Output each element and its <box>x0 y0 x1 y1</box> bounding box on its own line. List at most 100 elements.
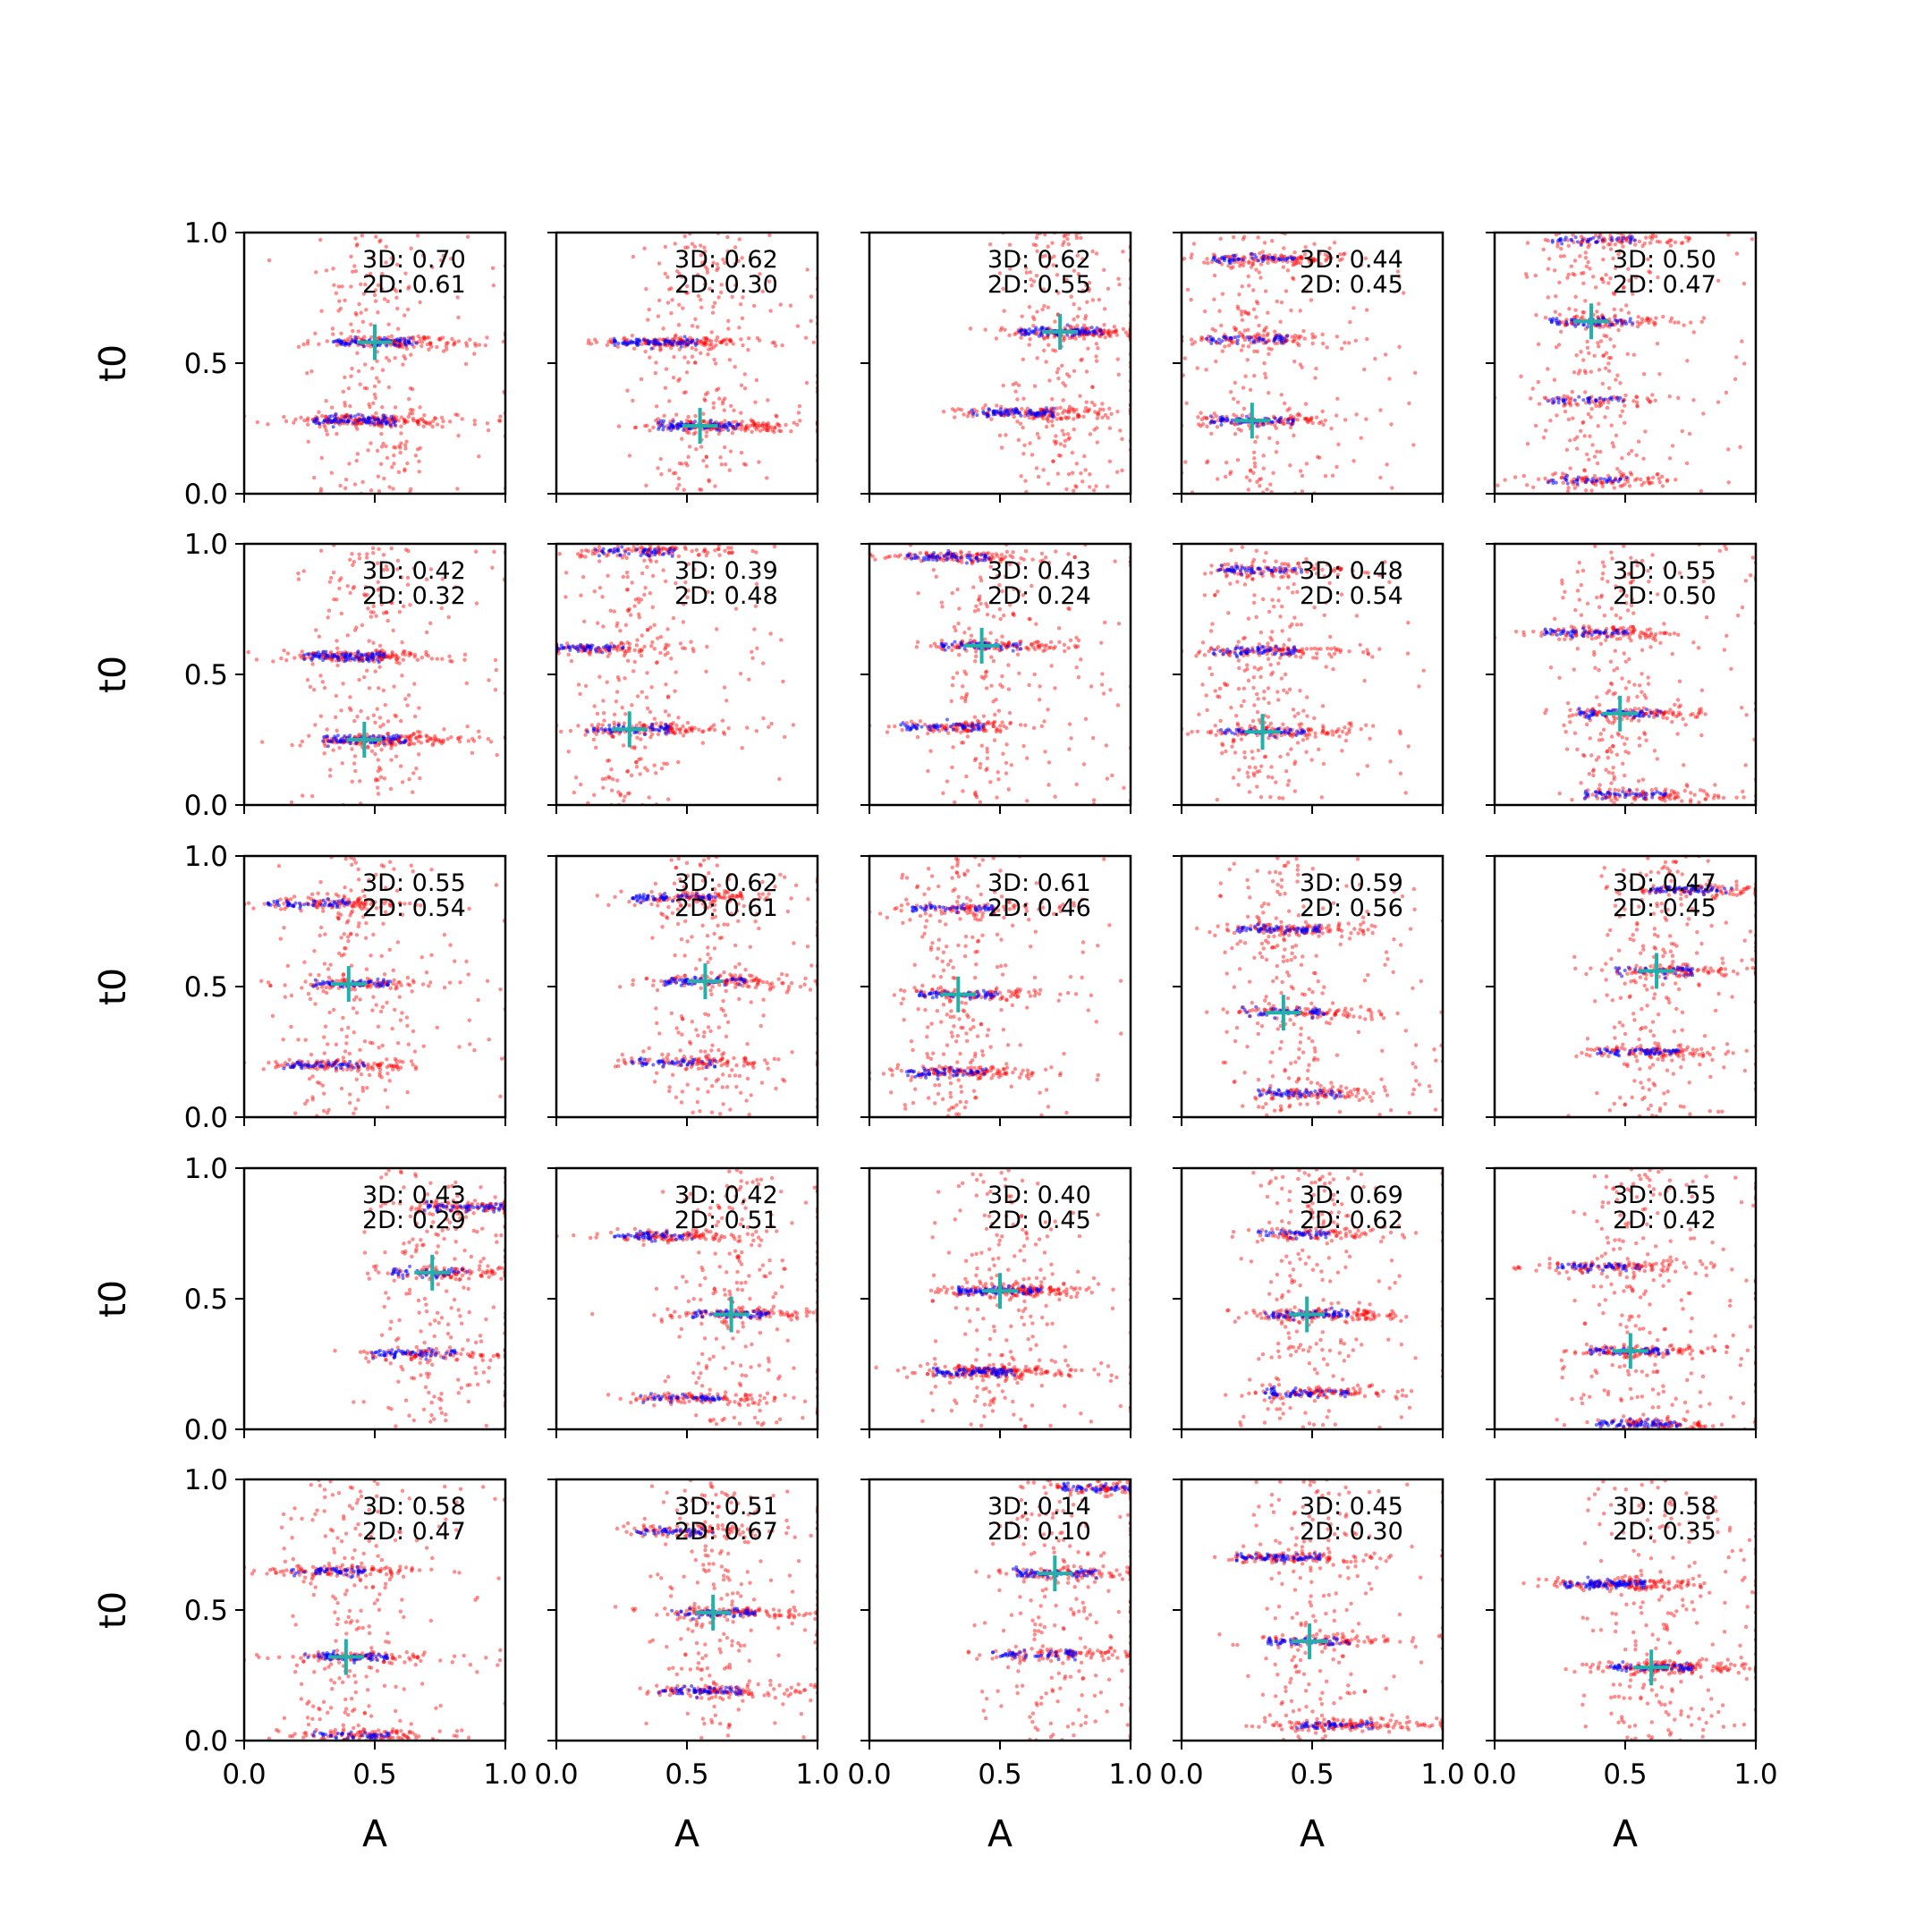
point-2d <box>1046 413 1052 418</box>
point-2d <box>407 738 411 743</box>
point-2d <box>360 233 365 238</box>
point-2d <box>1611 291 1616 295</box>
point-2d <box>694 447 699 452</box>
point-2d <box>376 768 380 774</box>
point-3d <box>1270 420 1275 425</box>
point-2d <box>683 390 689 394</box>
point-3d <box>340 736 344 741</box>
point-2d <box>453 342 457 346</box>
point-2d <box>971 585 976 589</box>
point-2d <box>322 685 327 691</box>
point-2d <box>1066 436 1071 442</box>
point-2d <box>760 420 766 426</box>
point-2d <box>640 724 644 729</box>
point-2d <box>1007 603 1013 607</box>
point-2d <box>622 553 627 557</box>
point-3d <box>1554 480 1558 485</box>
point-2d <box>1241 334 1245 338</box>
point-2d <box>1525 275 1530 279</box>
point-2d <box>411 566 416 571</box>
point-2d <box>1088 472 1092 477</box>
point-2d <box>361 292 367 296</box>
point-2d <box>690 548 694 554</box>
point-2d <box>765 425 769 430</box>
point-2d <box>1585 452 1589 457</box>
point-2d <box>395 567 400 572</box>
point-2d <box>1618 249 1623 253</box>
point-3d <box>326 744 330 749</box>
point-2d <box>1012 414 1016 419</box>
point-2d <box>622 799 626 803</box>
point-3d <box>397 343 402 348</box>
point-2d <box>703 340 708 344</box>
point-3d <box>371 733 376 738</box>
point-2d <box>1250 261 1255 266</box>
point-2d <box>719 283 724 287</box>
point-2d <box>1054 441 1058 446</box>
point-2d <box>1673 320 1677 325</box>
point-2d <box>369 749 375 753</box>
point-3d <box>1217 260 1222 265</box>
point-3d <box>1291 419 1295 423</box>
point-2d <box>1016 562 1021 566</box>
point-2d <box>640 545 644 549</box>
point-2d <box>1534 312 1538 318</box>
point-3d <box>1013 411 1017 416</box>
point-3d <box>1004 408 1009 412</box>
point-3d <box>1621 399 1625 403</box>
point-3d <box>1565 481 1570 486</box>
point-2d <box>356 335 360 340</box>
point-2d <box>1071 407 1076 412</box>
point-2d <box>331 332 335 336</box>
point-2d <box>747 677 751 682</box>
point-2d <box>1598 402 1604 408</box>
point-2d <box>424 733 428 738</box>
point-2d <box>376 310 380 315</box>
point-2d <box>313 331 318 335</box>
point-2d <box>1587 242 1592 247</box>
point-2d <box>1555 244 1560 249</box>
point-2d <box>651 425 656 430</box>
point-2d <box>470 736 475 741</box>
point-2d <box>378 775 384 780</box>
point-2d <box>597 649 602 655</box>
point-2d <box>676 476 682 481</box>
point-2d <box>581 619 587 624</box>
point-2d <box>339 413 344 419</box>
point-2d <box>373 743 377 748</box>
point-2d <box>299 656 304 660</box>
point-3d <box>667 551 672 555</box>
point-2d <box>770 341 775 345</box>
point-2d <box>723 462 728 467</box>
point-2d <box>743 462 749 467</box>
point-2d <box>1612 486 1616 490</box>
point-2d <box>332 283 336 287</box>
point-2d <box>1066 411 1072 415</box>
point-2d <box>739 427 744 432</box>
point-2d <box>609 641 614 646</box>
point-2d <box>643 766 648 770</box>
point-2d <box>683 730 688 734</box>
point-2d <box>683 547 688 552</box>
point-2d <box>408 407 413 412</box>
point-2d <box>1233 380 1238 386</box>
point-3d <box>1620 321 1624 326</box>
point-2d <box>671 729 675 734</box>
point-2d <box>331 570 336 575</box>
point-2d <box>343 375 347 380</box>
point-2d <box>1310 332 1315 336</box>
point-2d <box>404 346 410 352</box>
point-2d <box>634 760 639 765</box>
point-2d <box>711 401 716 405</box>
point-2d <box>672 354 676 360</box>
point-2d <box>290 742 294 748</box>
point-3d <box>1624 475 1629 479</box>
point-2d <box>425 342 430 347</box>
point-2d <box>739 411 743 415</box>
point-2d <box>1315 258 1320 263</box>
point-3d <box>971 411 976 415</box>
point-2d <box>1583 255 1589 260</box>
point-2d <box>579 782 583 787</box>
point-2d <box>1541 247 1546 252</box>
point-2d <box>653 370 658 376</box>
